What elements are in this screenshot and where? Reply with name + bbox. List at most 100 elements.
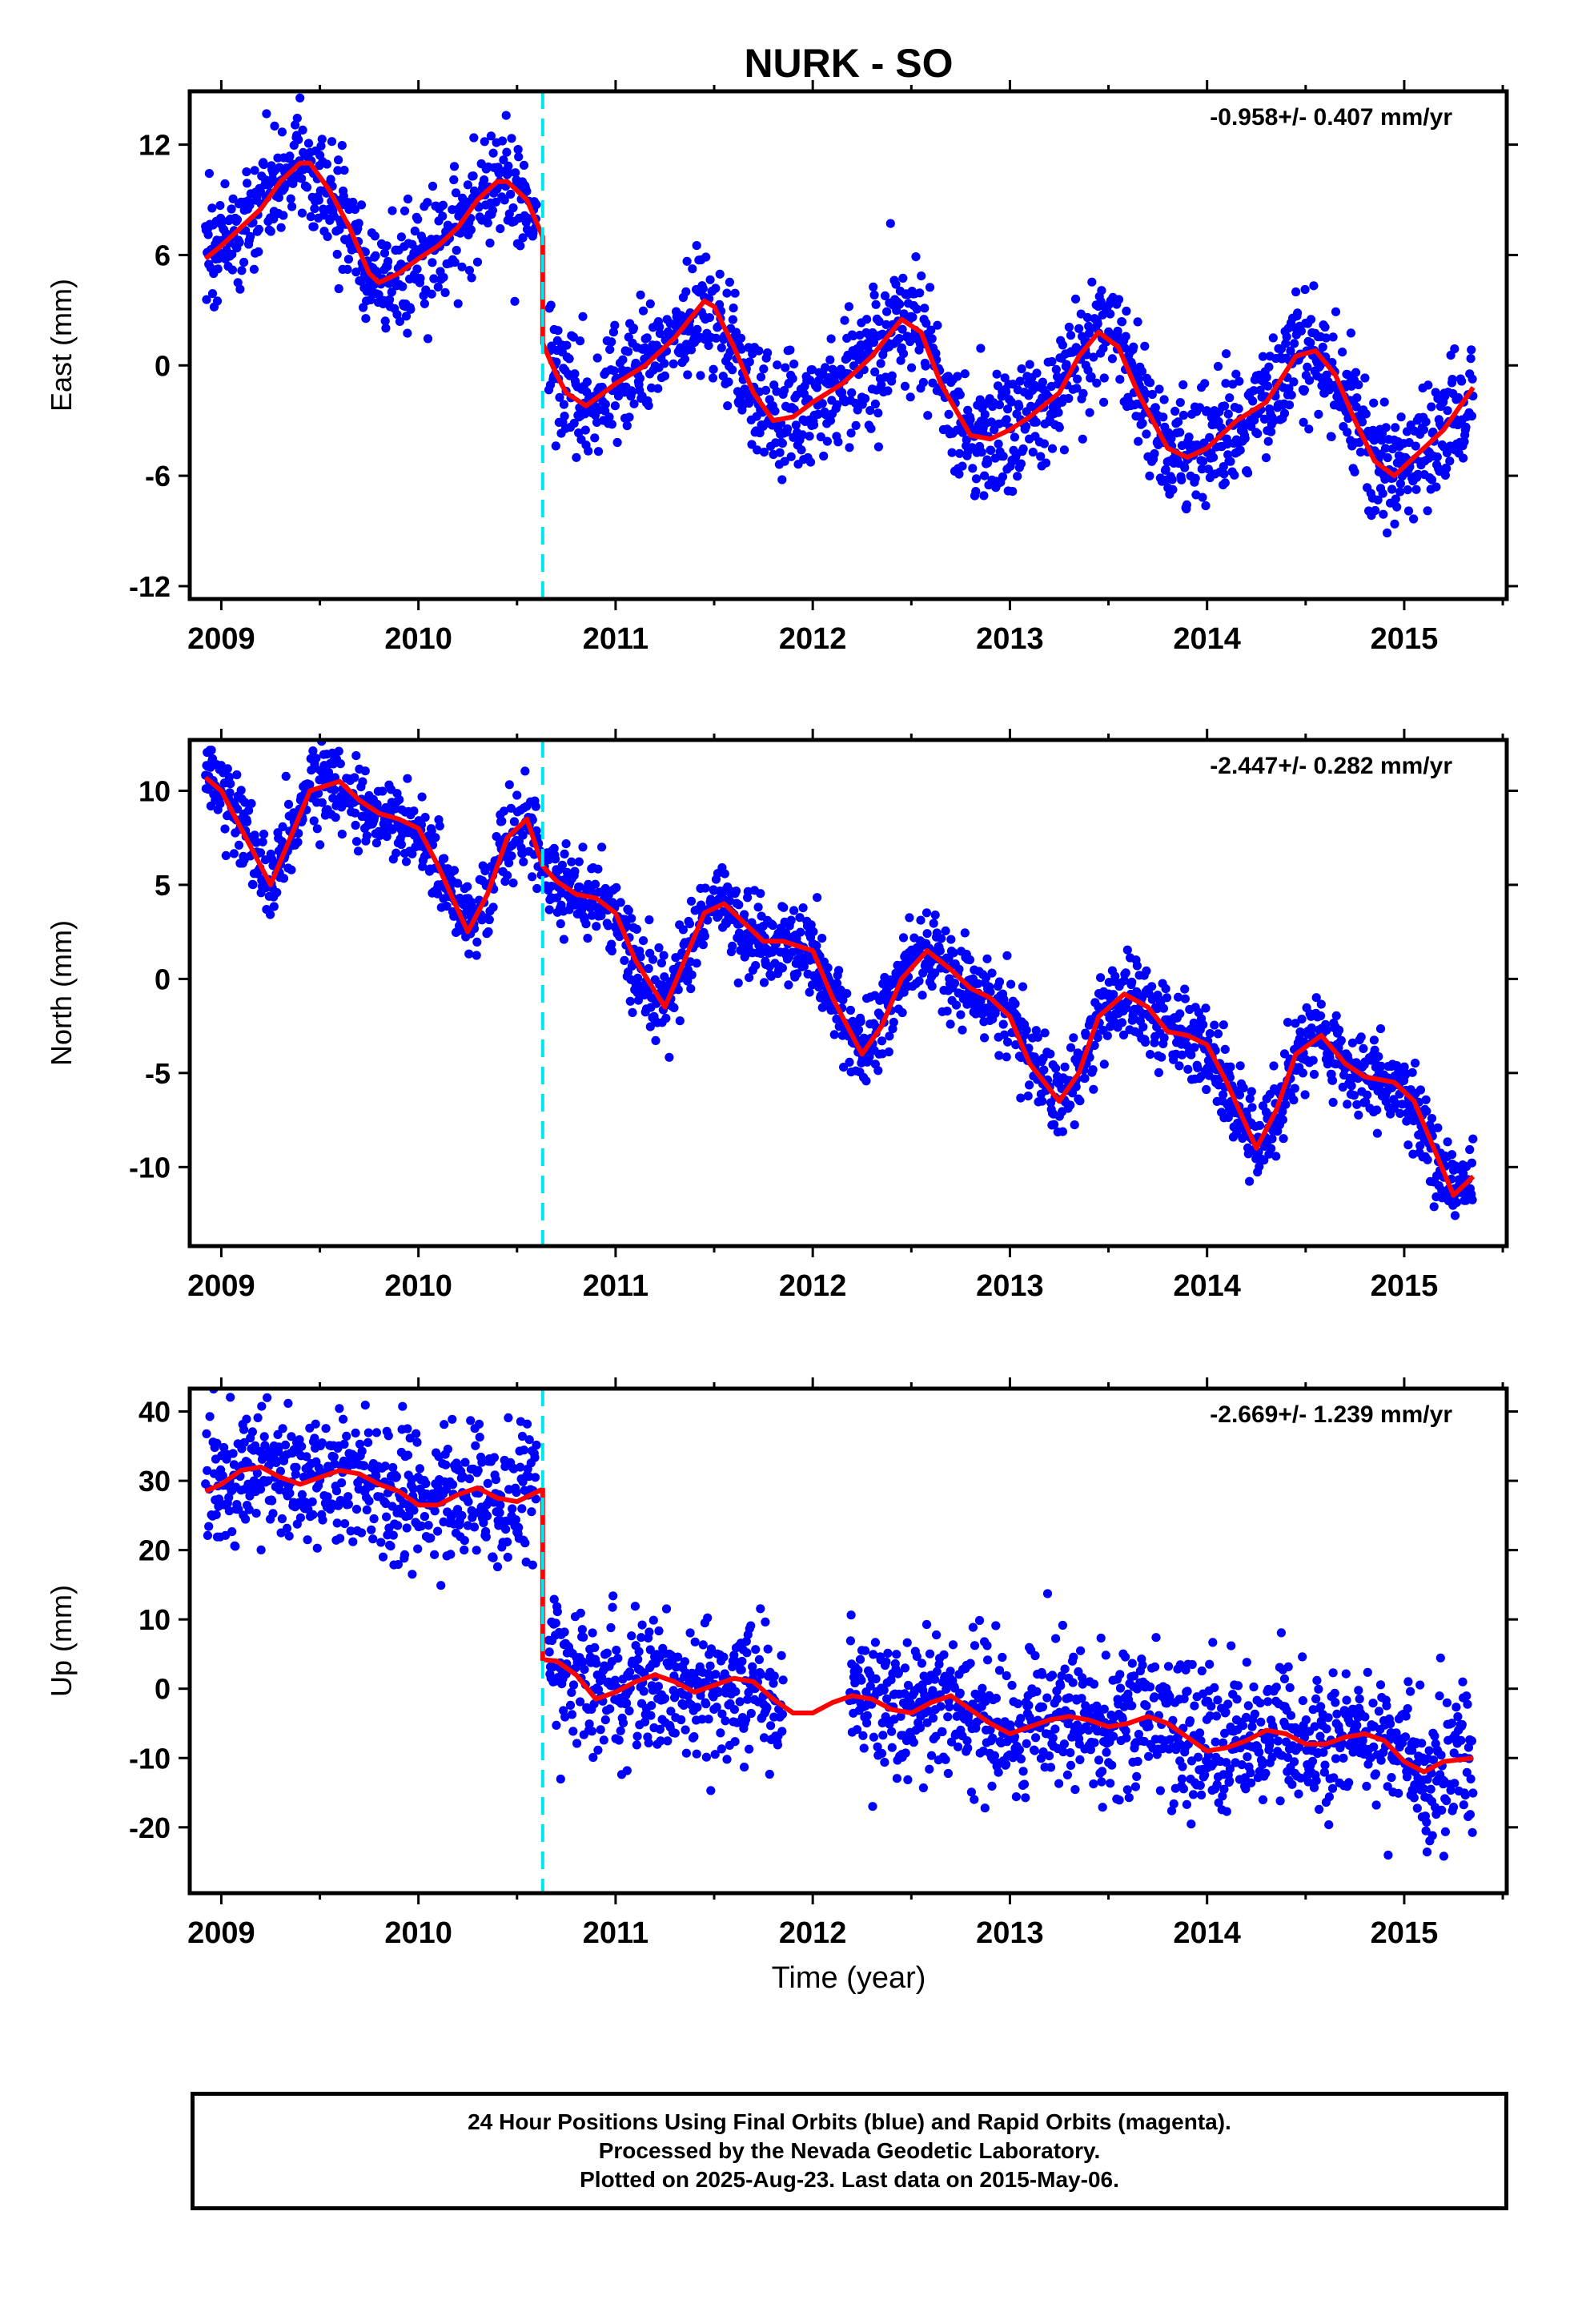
- data-point: [314, 195, 323, 205]
- data-point: [1316, 1011, 1326, 1021]
- data-point: [645, 299, 655, 308]
- data-point: [274, 193, 283, 203]
- data-point: [759, 364, 769, 374]
- data-point: [850, 398, 861, 408]
- data-point: [401, 312, 412, 321]
- data-point: [847, 388, 857, 398]
- data-point: [1010, 432, 1019, 442]
- data-point: [232, 770, 242, 780]
- data-point: [728, 365, 737, 375]
- data-point: [986, 417, 996, 427]
- data-point: [920, 304, 930, 313]
- data-point: [295, 93, 305, 103]
- data-point: [329, 1452, 339, 1462]
- data-point: [555, 392, 564, 402]
- data-point: [280, 1440, 291, 1449]
- data-point: [930, 968, 940, 978]
- data-point: [449, 175, 459, 185]
- data-point: [813, 383, 822, 392]
- data-point: [686, 896, 697, 906]
- data-point: [472, 951, 481, 960]
- data-point: [335, 1534, 345, 1543]
- data-point: [632, 1740, 642, 1750]
- data-point: [877, 380, 886, 389]
- data-point: [900, 381, 910, 391]
- data-point: [1286, 346, 1295, 356]
- data-point: [736, 333, 746, 343]
- data-point: [877, 329, 887, 339]
- data-point: [1377, 436, 1387, 445]
- data-point: [1428, 427, 1438, 437]
- data-point: [451, 188, 461, 198]
- data-point: [246, 231, 255, 241]
- data-point: [1429, 1202, 1439, 1212]
- data-point: [1117, 317, 1127, 327]
- data-point: [953, 372, 962, 381]
- data-point: [593, 447, 604, 456]
- data-point: [625, 1667, 635, 1677]
- data-point: [1321, 333, 1331, 343]
- data-point: [553, 326, 563, 336]
- data-point: [946, 1019, 955, 1029]
- data-point: [1468, 374, 1477, 384]
- data-point: [1162, 993, 1172, 1003]
- data-point: [592, 353, 602, 363]
- data-point: [508, 1504, 517, 1514]
- data-point: [607, 337, 616, 347]
- data-point: [471, 1441, 480, 1450]
- data-point: [876, 359, 885, 368]
- data-point: [430, 1550, 440, 1559]
- data-point: [468, 171, 478, 181]
- data-point: [369, 1514, 379, 1524]
- data-point: [452, 246, 461, 255]
- data-point: [388, 1462, 398, 1473]
- data-point: [898, 349, 909, 359]
- data-point: [1145, 471, 1154, 480]
- data-point: [520, 1538, 530, 1548]
- data-point: [254, 247, 263, 256]
- data-point: [580, 1665, 589, 1675]
- data-point: [239, 1425, 249, 1434]
- data-point: [1122, 306, 1131, 316]
- data-point: [259, 830, 269, 839]
- data-point: [728, 941, 737, 951]
- data-point: [994, 400, 1005, 410]
- data-point: [483, 218, 492, 227]
- data-point: [544, 905, 554, 915]
- data-point: [582, 387, 592, 397]
- data-point: [1262, 372, 1271, 382]
- data-point: [351, 1505, 362, 1514]
- data-point: [254, 224, 263, 234]
- data-point: [1201, 1003, 1211, 1013]
- data-point: [1157, 1052, 1166, 1062]
- data-point: [417, 792, 427, 802]
- data-point: [355, 1439, 365, 1449]
- data-point: [832, 979, 842, 988]
- data-point: [722, 288, 732, 298]
- data-point: [817, 399, 827, 408]
- data-point: [1174, 417, 1183, 427]
- data-point: [438, 200, 448, 210]
- data-point: [383, 1431, 393, 1441]
- data-point: [1010, 999, 1020, 1009]
- data-point: [1347, 1081, 1356, 1091]
- data-point: [387, 206, 397, 215]
- data-point: [370, 231, 379, 241]
- data-point: [756, 889, 765, 899]
- data-point: [644, 400, 653, 410]
- data-point: [380, 316, 390, 326]
- data-point: [227, 204, 236, 214]
- data-point: [842, 989, 852, 999]
- data-point: [307, 1497, 317, 1506]
- data-point: [1240, 433, 1250, 444]
- data-point: [488, 1553, 498, 1562]
- data-point: [606, 1622, 616, 1633]
- data-point: [1465, 1144, 1475, 1155]
- x-tick-label: 2014: [1173, 622, 1241, 656]
- data-point: [686, 345, 697, 355]
- data-point: [992, 369, 1002, 379]
- data-point: [632, 924, 642, 934]
- data-point: [306, 1469, 315, 1478]
- data-point: [942, 1007, 952, 1016]
- data-point: [1403, 485, 1412, 495]
